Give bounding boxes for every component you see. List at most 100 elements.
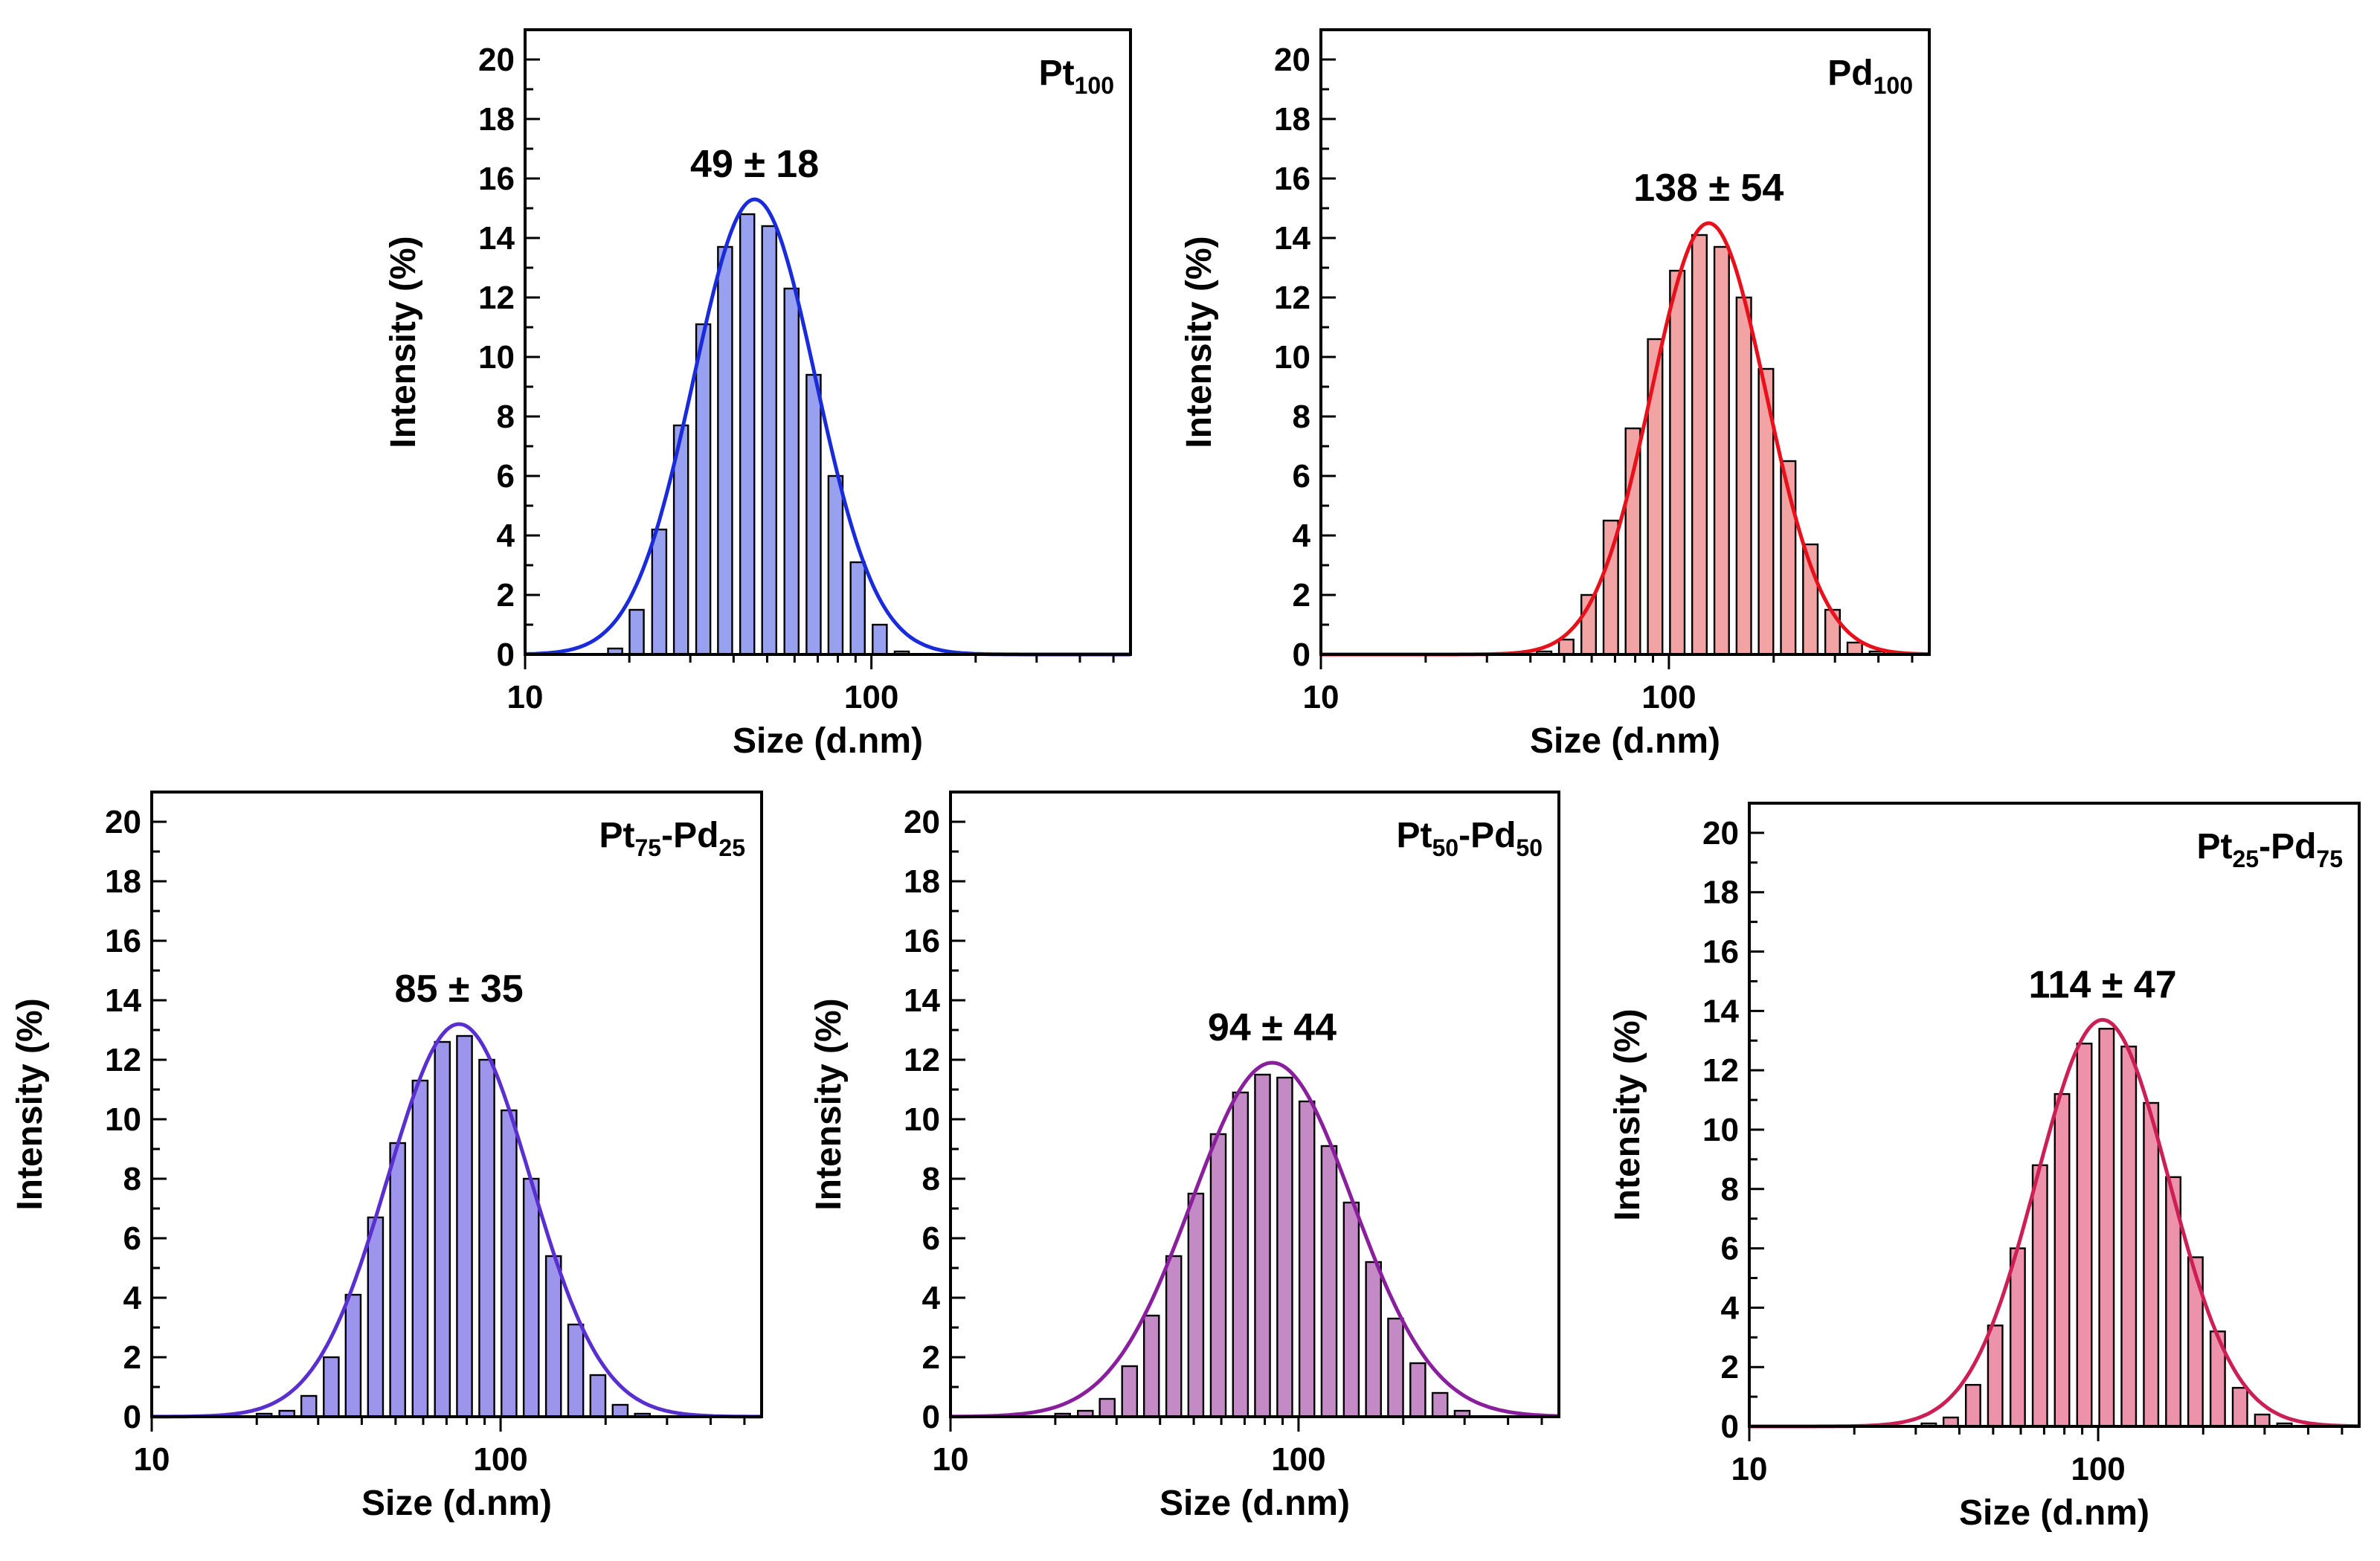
y-tick-label: 20: [1702, 815, 1739, 852]
histogram-bar: [434, 1040, 451, 1418]
histogram-bar: [739, 213, 756, 656]
histogram-bar: [2120, 1046, 2138, 1428]
histogram-bar: [2143, 1101, 2160, 1428]
sample-label: Pt75-Pd25: [599, 816, 745, 861]
y-axis-title: Intensity (%): [1180, 236, 1219, 448]
histogram-bar: [872, 623, 888, 656]
histogram-bar: [1320, 1145, 1338, 1418]
plot-frame: [1319, 28, 1931, 656]
y-tick-label: 16: [478, 161, 515, 197]
y-tick-label: 2: [1721, 1349, 1739, 1385]
y-tick-label: 10: [1274, 339, 1310, 376]
histogram-bar: [1409, 1362, 1427, 1418]
sample-label-part: Pt: [1396, 816, 1432, 855]
y-tick-label: 18: [1274, 101, 1310, 138]
histogram-bar: [589, 1374, 607, 1418]
y-tick-label: 0: [123, 1399, 141, 1435]
sample-label-subscript: 75: [634, 834, 661, 861]
sample-label-part: -Pd: [2259, 827, 2316, 866]
x-axis-title: Size (d.nm): [1530, 721, 1720, 761]
mean-size-annotation: 138 ± 54: [1633, 167, 1784, 210]
y-tick-label: 20: [904, 804, 940, 840]
histogram-bar: [544, 1255, 562, 1418]
mean-size-annotation: 94 ± 44: [1208, 1006, 1337, 1049]
y-tick-label: 10: [904, 1101, 940, 1138]
x-tick-label: 100: [1271, 1441, 1325, 1478]
x-tick-label: 10: [933, 1441, 969, 1478]
histogram-bar: [695, 323, 712, 656]
histogram-bar: [2076, 1043, 2093, 1428]
histogram-bar: [1276, 1076, 1293, 1418]
panel-pt75-pd25: 0 2 4 6 8 10 12 14 16 18 20 10 100 Size (d.nm) Intensi…: [10, 791, 763, 1523]
y-tick-label: 16: [904, 923, 940, 959]
y-tick-label: 12: [1274, 280, 1310, 316]
histogram-bar: [1735, 296, 1752, 656]
y-tick-label: 4: [497, 518, 515, 554]
histogram-bar: [1365, 1261, 1382, 1418]
histogram-bar: [761, 225, 778, 656]
sample-label-part: -Pd: [661, 816, 718, 855]
histogram-bar: [805, 373, 822, 656]
panel-pt50-pd50: 0 2 4 6 8 10 12 14 16 18 20 10 100 Size (d.nm) Intensi…: [809, 791, 1560, 1523]
x-axis-title: Size (d.nm): [361, 1484, 552, 1523]
y-tick-label: 0: [1721, 1409, 1739, 1445]
histogram-bar: [389, 1142, 406, 1418]
y-tick-label: 10: [1702, 1112, 1739, 1148]
panel-pt100: 0 2 4 6 8 10 12 14 16 18 20 10 100 Size (d.nm) Intensi…: [384, 28, 1132, 761]
histogram-bar: [1713, 245, 1730, 656]
histogram-bar: [611, 1403, 629, 1418]
y-tick-label: 10: [105, 1101, 141, 1138]
histogram-bar: [628, 608, 645, 656]
histogram-bar: [1846, 641, 1863, 656]
x-tick-label: 10: [1303, 679, 1339, 715]
histogram-bar: [1557, 638, 1575, 656]
y-tick-label: 20: [478, 42, 515, 78]
y-tick-label: 10: [478, 339, 515, 376]
histogram-bar: [344, 1293, 362, 1418]
histogram-bar: [1121, 1365, 1139, 1418]
histogram-bar: [1387, 1317, 1404, 1418]
y-tick-label: 14: [478, 220, 515, 257]
plot-frame: [150, 791, 763, 1418]
histogram-bar: [849, 561, 866, 656]
y-tick-label: 18: [478, 101, 515, 138]
histogram-bar: [1298, 1100, 1316, 1418]
y-tick-label: 4: [123, 1280, 142, 1316]
y-tick-label: 18: [1702, 875, 1739, 911]
histogram-bar: [783, 287, 800, 656]
histogram-bar: [1987, 1325, 2004, 1428]
histogram-bar: [1624, 427, 1641, 656]
x-tick-label: 10: [507, 679, 544, 715]
histogram-bar: [1099, 1397, 1116, 1418]
y-tick-label: 6: [123, 1220, 141, 1257]
x-axis-title: Size (d.nm): [733, 721, 923, 761]
mean-size-annotation: 114 ± 47: [2028, 963, 2176, 1006]
y-tick-label: 2: [1293, 577, 1310, 614]
sample-label-subscript: 75: [2316, 846, 2343, 872]
y-axis-title: Intensity (%): [10, 998, 50, 1210]
y-tick-label: 0: [1293, 637, 1310, 673]
x-axis-title: Size (d.nm): [1959, 1493, 2149, 1533]
histogram-bar: [323, 1356, 340, 1418]
sample-label-part: Pt: [599, 816, 634, 855]
y-tick-label: 18: [904, 863, 940, 900]
panel-pd100: 0 2 4 6 8 10 12 14 16 18 20 10 100 Size (d.nm) Intensi…: [1180, 28, 1931, 761]
sample-label-subscript: 25: [2232, 846, 2259, 872]
x-tick-label: 100: [2071, 1451, 2125, 1487]
sample-label-part: -Pd: [1458, 816, 1516, 855]
sample-label: Pd100: [1827, 54, 1913, 99]
histogram-bar: [2187, 1256, 2204, 1428]
x-axis-title: Size (d.nm): [1160, 1484, 1350, 1523]
y-tick-label: 20: [1274, 42, 1310, 78]
histogram-bar: [2098, 1028, 2115, 1428]
histogram-bar: [1824, 608, 1841, 656]
histogram-bar: [1431, 1391, 1449, 1418]
sample-label: Pt100: [1039, 54, 1114, 99]
histogram-bar: [1669, 269, 1686, 656]
y-tick-label: 2: [123, 1339, 141, 1376]
histogram-bar: [2231, 1386, 2248, 1428]
histogram-bar: [1691, 234, 1708, 656]
y-axis-title: Intensity (%): [1608, 1008, 1647, 1220]
y-tick-label: 6: [1721, 1231, 1739, 1267]
